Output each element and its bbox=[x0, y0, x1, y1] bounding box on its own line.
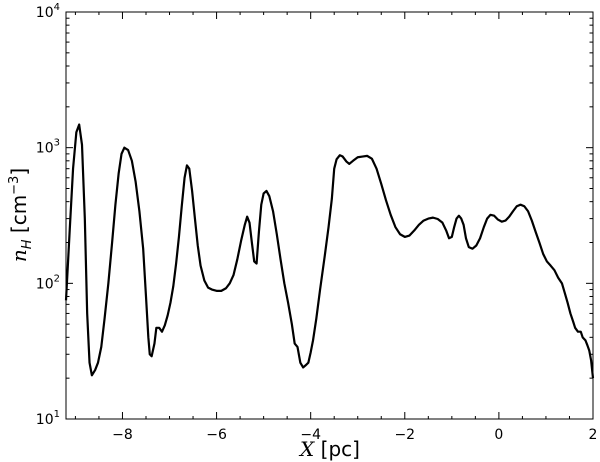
x-tick-label: −8 bbox=[112, 427, 133, 443]
y-tick-label: 101 bbox=[36, 409, 60, 428]
x-axis-ticks: −8 −6 −4 −2 0 2 bbox=[74, 12, 598, 443]
series-layer bbox=[64, 123, 595, 379]
x-tick-label: 2 bbox=[589, 427, 598, 443]
x-axis-variable: X bbox=[298, 437, 315, 461]
x-axis-unit: [pc] bbox=[321, 437, 360, 461]
y-tick-label: 103 bbox=[36, 138, 60, 157]
y-tick-label: 104 bbox=[36, 2, 60, 21]
y-axis-unit-exponent: −3 bbox=[7, 176, 22, 195]
y-axis-unit: [cm bbox=[7, 195, 31, 233]
plot-frame bbox=[65, 11, 594, 420]
x-tick-label: −4 bbox=[300, 427, 321, 443]
x-axis-label: X [pc] bbox=[298, 437, 360, 461]
y-axis-unit-close: ] bbox=[7, 168, 31, 176]
series-line-1 bbox=[64, 123, 595, 379]
y-axis-subscript: H bbox=[20, 239, 35, 249]
y-axis-label: nH [cm−3] bbox=[7, 168, 35, 262]
x-tick-label: 0 bbox=[494, 427, 503, 443]
y-axis-ticks: 101 102 103 104 bbox=[36, 2, 593, 428]
x-tick-label: −2 bbox=[394, 427, 415, 443]
y-axis-variable: n bbox=[7, 249, 31, 262]
x-tick-label: −6 bbox=[206, 427, 227, 443]
y-tick-label: 102 bbox=[36, 273, 60, 292]
